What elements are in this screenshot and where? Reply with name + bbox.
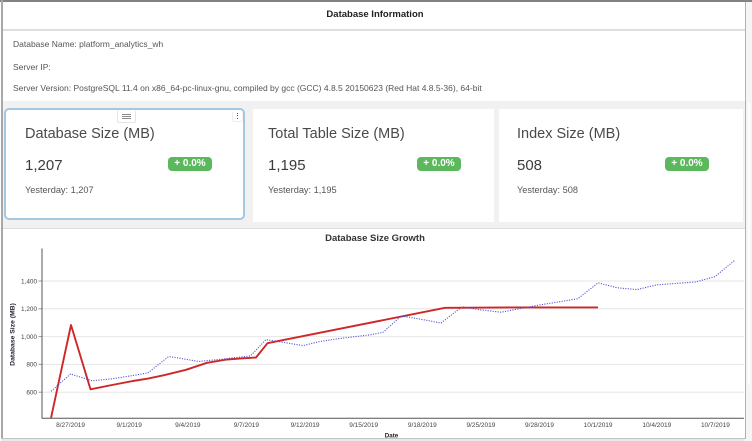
svg-text:1,200: 1,200 bbox=[21, 306, 37, 313]
svg-text:9/7/2019: 9/7/2019 bbox=[234, 422, 260, 429]
svg-text:Database Size (MB): Database Size (MB) bbox=[10, 303, 17, 366]
svg-text:10/7/2019: 10/7/2019 bbox=[701, 422, 730, 429]
svg-text:9/12/2019: 9/12/2019 bbox=[291, 422, 320, 429]
svg-text:9/1/2019: 9/1/2019 bbox=[117, 422, 143, 429]
svg-text:9/18/2019: 9/18/2019 bbox=[408, 422, 437, 429]
svg-text:10/4/2019: 10/4/2019 bbox=[642, 422, 671, 429]
svg-text:9/15/2019: 9/15/2019 bbox=[349, 422, 378, 429]
svg-text:Date: Date bbox=[385, 433, 399, 440]
svg-text:10/1/2019: 10/1/2019 bbox=[584, 422, 613, 429]
svg-text:9/4/2019: 9/4/2019 bbox=[175, 422, 201, 429]
svg-text:9/28/2019: 9/28/2019 bbox=[525, 422, 554, 429]
svg-text:9/25/2019: 9/25/2019 bbox=[466, 422, 495, 429]
svg-text:600: 600 bbox=[26, 390, 37, 397]
svg-text:8/27/2019: 8/27/2019 bbox=[56, 422, 85, 429]
svg-text:1,400: 1,400 bbox=[21, 278, 37, 285]
svg-text:1,000: 1,000 bbox=[21, 334, 37, 341]
svg-text:800: 800 bbox=[26, 362, 37, 369]
